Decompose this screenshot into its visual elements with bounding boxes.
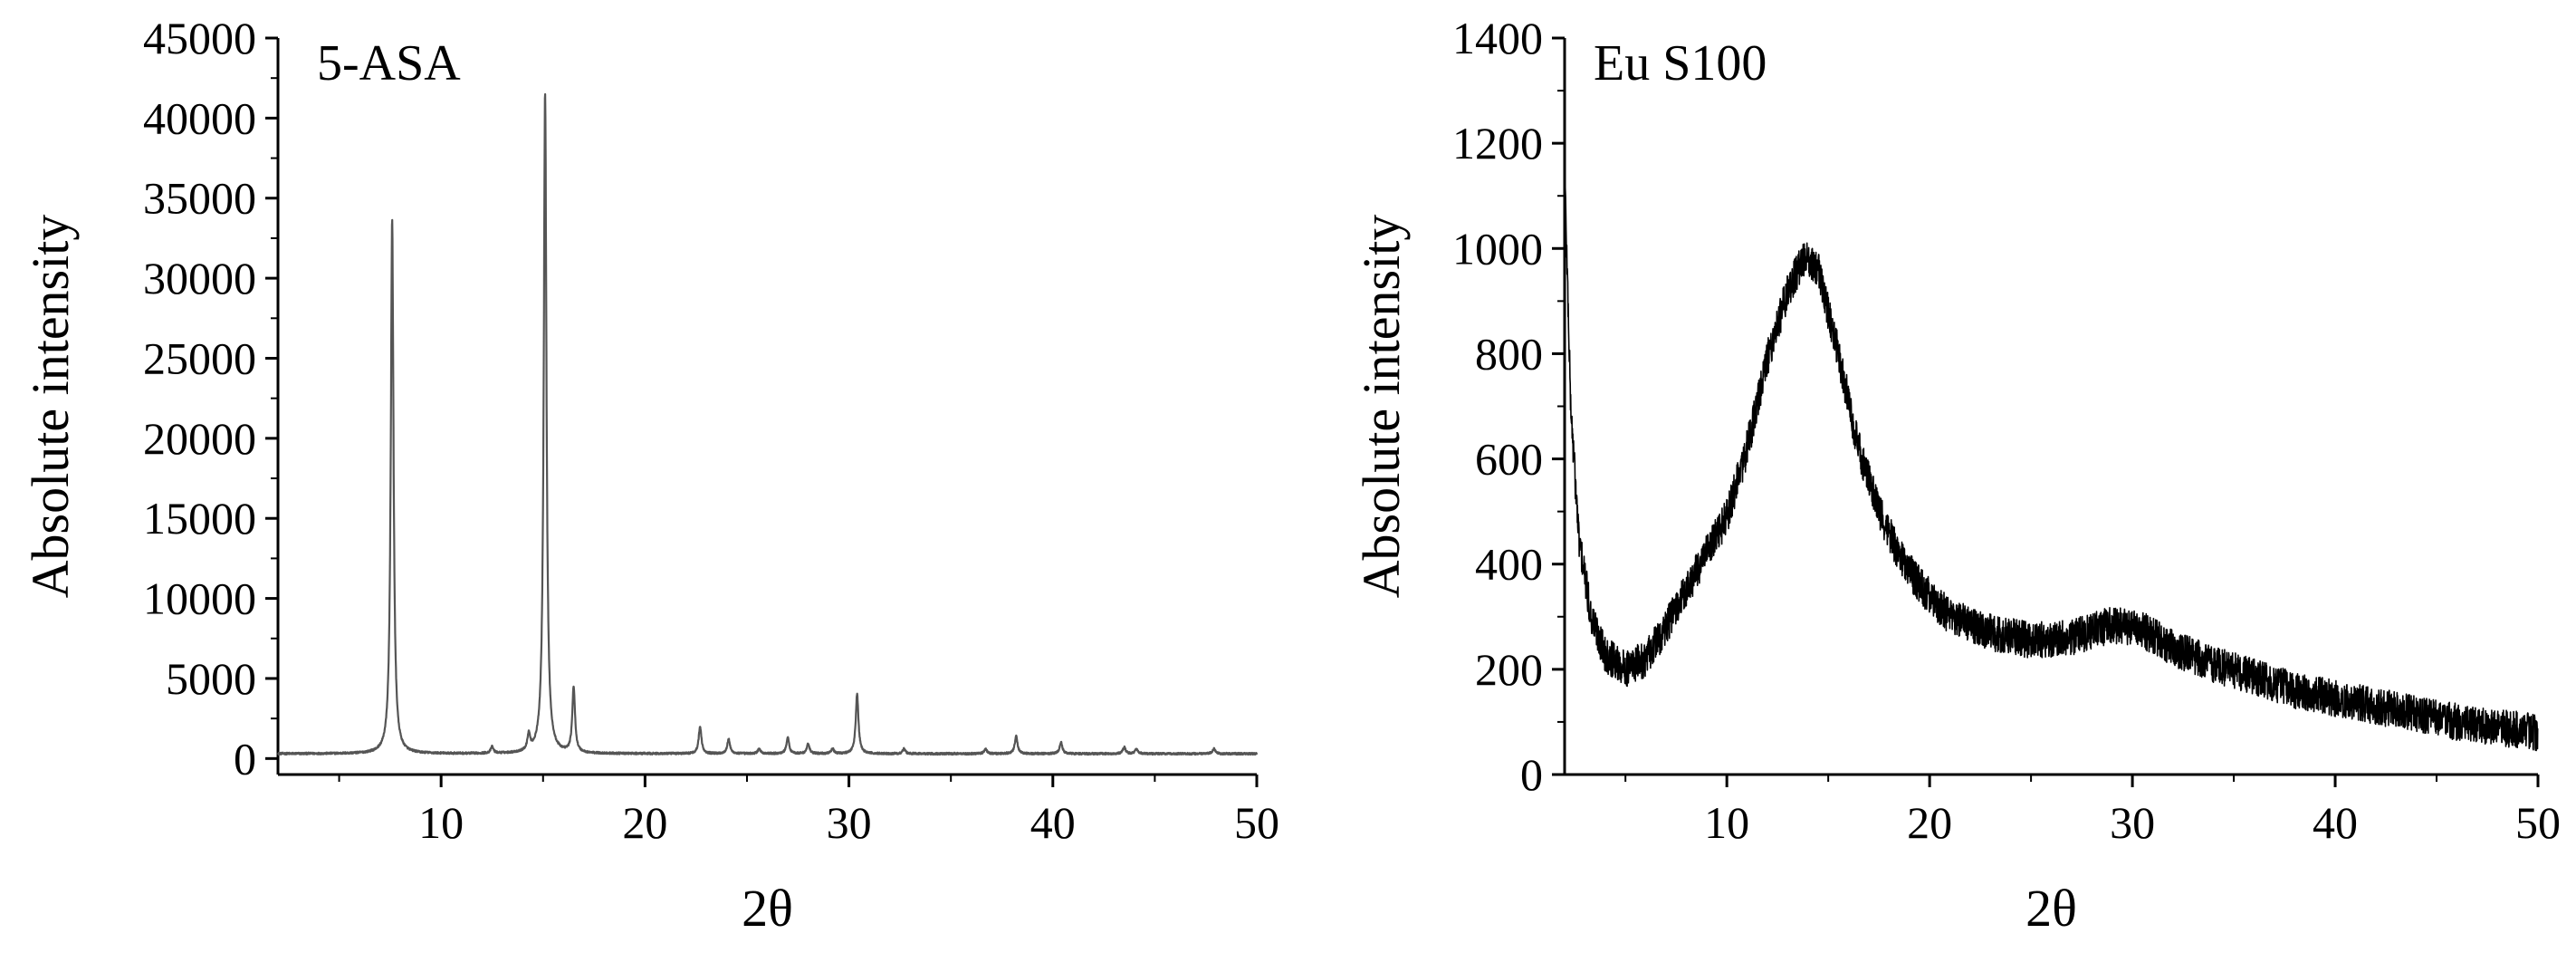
y-tick-label: 35000 bbox=[143, 173, 256, 224]
x-tick-label: 10 bbox=[418, 797, 464, 848]
y-tick-label: 15000 bbox=[143, 493, 256, 544]
chart-title: Eu S100 bbox=[1594, 35, 1767, 91]
y-tick-label: 5000 bbox=[166, 653, 256, 704]
y-tick-label: 0 bbox=[1520, 749, 1543, 800]
y-tick-label: 1000 bbox=[1452, 223, 1543, 274]
x-tick-label: 20 bbox=[1907, 797, 1952, 848]
x-tick-label: 20 bbox=[622, 797, 667, 848]
y-tick-label: 0 bbox=[234, 733, 256, 784]
y-tick-label: 10000 bbox=[143, 573, 256, 624]
y-axis-title: Absolute intensity bbox=[21, 215, 80, 599]
chart-panel-eu-s100: 0 200 400 600 800 1000 1200 1400 10 20 30 40 50 2θ Abs… bbox=[1352, 13, 2561, 938]
x-tick-label: 50 bbox=[2515, 797, 2561, 848]
x-tick-label: 40 bbox=[2313, 797, 2358, 848]
y-tick-label: 45000 bbox=[143, 13, 256, 63]
y-axis-title: Absolute intensity bbox=[1352, 215, 1411, 599]
y-tick-label: 20000 bbox=[143, 413, 256, 464]
y-tick-label: 30000 bbox=[143, 253, 256, 303]
y-tick-label: 1400 bbox=[1452, 13, 1543, 63]
x-tick-label: 10 bbox=[1704, 797, 1749, 848]
y-tick-label: 25000 bbox=[143, 332, 256, 383]
y-tick-label: 800 bbox=[1475, 328, 1543, 379]
y-tick-label: 40000 bbox=[143, 92, 256, 143]
chart-title: 5-ASA bbox=[317, 35, 461, 91]
chart-panel-5-asa: 0 5000 10000 15000 20000 25000 30000 35000 40000… bbox=[21, 13, 1279, 938]
y-tick-label: 400 bbox=[1475, 539, 1543, 590]
x-tick-label: 40 bbox=[1030, 797, 1076, 848]
series-line bbox=[277, 92, 1259, 756]
x-tick-label: 50 bbox=[1234, 797, 1279, 848]
x-axis-title: 2θ bbox=[2025, 879, 2077, 938]
x-axis-title: 2θ bbox=[742, 879, 793, 938]
x-tick-label: 30 bbox=[2110, 797, 2155, 848]
y-tick-label: 600 bbox=[1475, 434, 1543, 485]
x-tick-label: 30 bbox=[827, 797, 872, 848]
series-line bbox=[1564, 168, 2539, 752]
y-tick-label: 1200 bbox=[1452, 118, 1543, 168]
y-tick-label: 200 bbox=[1475, 644, 1543, 695]
